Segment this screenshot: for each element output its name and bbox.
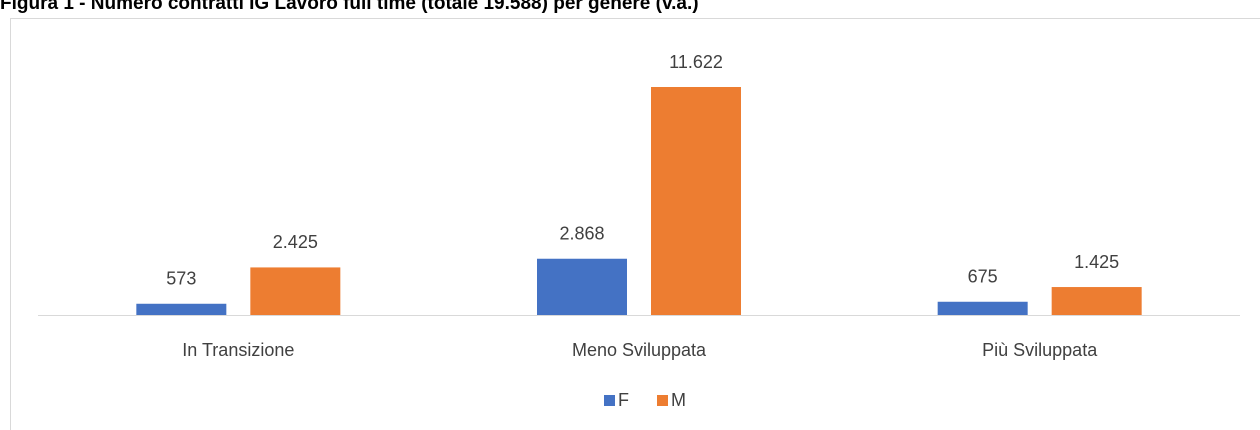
- data-label: 675: [968, 267, 998, 287]
- legend-label: F: [618, 390, 629, 410]
- bar: [136, 303, 227, 315]
- x-tick-label: Meno Sviluppata: [572, 340, 707, 360]
- bar: [1051, 287, 1142, 315]
- data-label: 2.425: [273, 232, 318, 252]
- data-label: 573: [166, 269, 196, 289]
- bar: [537, 258, 627, 315]
- bar: [937, 301, 1028, 315]
- data-label: 2.868: [559, 223, 604, 243]
- bar: [250, 267, 341, 315]
- x-tick-label: In Transizione: [182, 340, 294, 360]
- x-tick-label: Più Sviluppata: [982, 340, 1098, 360]
- data-label: 1.425: [1074, 252, 1119, 272]
- chart-frame: [10, 18, 1260, 430]
- legend-swatch: [657, 395, 668, 406]
- legend-swatch: [604, 395, 615, 406]
- bar: [651, 87, 741, 315]
- data-label: 11.622: [669, 52, 723, 72]
- legend-label: M: [671, 390, 686, 410]
- chart-title: Figura 1 - Numero contratti IG Lavoro fu…: [0, 0, 699, 14]
